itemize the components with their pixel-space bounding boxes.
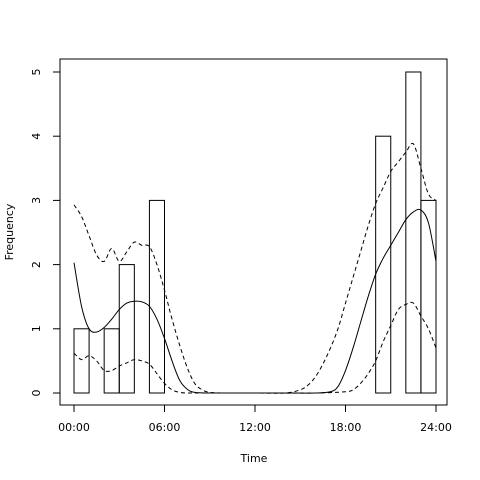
bar-3 bbox=[118, 264, 135, 394]
x-tick-label-4: 24:00 bbox=[420, 421, 452, 434]
x-tick-label-3: 18:00 bbox=[330, 421, 362, 434]
bar-9 bbox=[420, 199, 437, 394]
bar-5 bbox=[148, 199, 166, 394]
x-tick-label-1: 06:00 bbox=[149, 421, 181, 434]
y-tick-label-4: 4 bbox=[30, 133, 43, 140]
y-tick-label-2: 2 bbox=[30, 261, 43, 268]
dashed-curve-2 bbox=[73, 301, 437, 394]
y-tick-label-1: 1 bbox=[30, 325, 43, 332]
x-tick-label-2: 12:00 bbox=[239, 421, 271, 434]
density-curves bbox=[73, 142, 437, 394]
y-tick-label-5: 5 bbox=[30, 69, 43, 76]
bar-6 bbox=[375, 135, 392, 394]
histogram-bars bbox=[73, 71, 437, 394]
x-tick-label-0: 00:00 bbox=[58, 421, 90, 434]
bar-0 bbox=[73, 328, 90, 394]
y-axis-label: Frequency bbox=[3, 203, 16, 260]
y-tick-label-0: 0 bbox=[30, 390, 43, 397]
x-axis-label: Time bbox=[240, 452, 268, 465]
y-tick-label-3: 3 bbox=[30, 197, 43, 204]
x-axis: 00:00 06:00 12:00 18:00 24:00 bbox=[58, 404, 452, 434]
y-axis: 0 1 2 3 4 5 bbox=[30, 69, 61, 397]
